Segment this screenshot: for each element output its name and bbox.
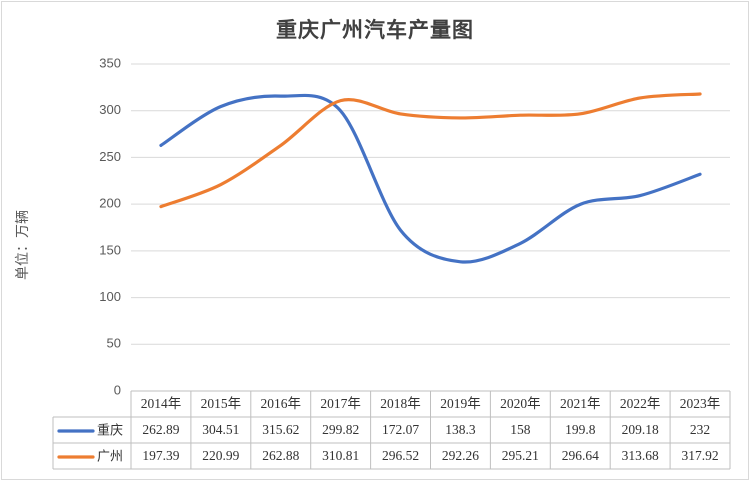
data-table-cell: 310.81 — [322, 448, 359, 463]
x-tick-label: 2018年 — [380, 396, 421, 411]
y-tick-label: 350 — [99, 55, 121, 70]
x-tick-label: 2014年 — [141, 396, 182, 411]
data-table-cell: 296.64 — [562, 448, 599, 463]
legend-label: 广州 — [97, 450, 123, 465]
series-line-1 — [159, 92, 702, 209]
y-tick-label: 200 — [99, 196, 121, 211]
legend-label: 重庆 — [97, 423, 123, 439]
x-tick-label: 2019年 — [440, 396, 481, 411]
data-table-cell: 158 — [510, 422, 531, 437]
data-table-cell: 232 — [690, 422, 710, 437]
data-table-cell: 315.62 — [262, 422, 299, 437]
data-table-cell: 172.07 — [382, 422, 419, 437]
x-tick-label: 2015年 — [201, 396, 242, 411]
y-tick-label: 0 — [114, 382, 121, 397]
data-table-cell: 317.92 — [681, 448, 718, 463]
data-table-cell: 138.3 — [445, 422, 476, 437]
data-table-cell: 295.21 — [502, 448, 539, 463]
y-tick-label: 150 — [99, 242, 121, 257]
data-table-cell: 197.39 — [142, 448, 179, 463]
data-table-cell: 209.18 — [622, 422, 659, 437]
y-tick-label: 300 — [99, 102, 121, 117]
chart-title: 重庆广州汽车产量图 — [276, 17, 474, 42]
data-table-cell: 313.68 — [622, 448, 659, 463]
y-tick-label: 250 — [99, 149, 121, 164]
data-table-cell: 296.52 — [382, 448, 419, 463]
data-table-cell: 292.26 — [442, 448, 479, 463]
data-table-cell: 299.82 — [322, 422, 359, 437]
data-table-cell: 304.51 — [202, 422, 239, 437]
x-tick-label: 2022年 — [620, 396, 661, 411]
y-tick-label: 100 — [99, 289, 121, 304]
x-tick-label: 2023年 — [680, 396, 721, 411]
x-tick-label: 2021年 — [560, 396, 601, 411]
y-tick-label: 50 — [107, 336, 121, 351]
x-tick-label: 2017年 — [320, 396, 361, 411]
series-line-0 — [159, 93, 702, 264]
data-table-cell: 199.8 — [565, 422, 596, 437]
x-tick-label: 2020年 — [500, 396, 541, 411]
data-table-cell: 262.89 — [142, 422, 179, 437]
x-tick-label: 2016年 — [261, 396, 302, 411]
data-table-cell: 262.88 — [262, 448, 299, 463]
data-table-cell: 220.99 — [202, 448, 239, 463]
